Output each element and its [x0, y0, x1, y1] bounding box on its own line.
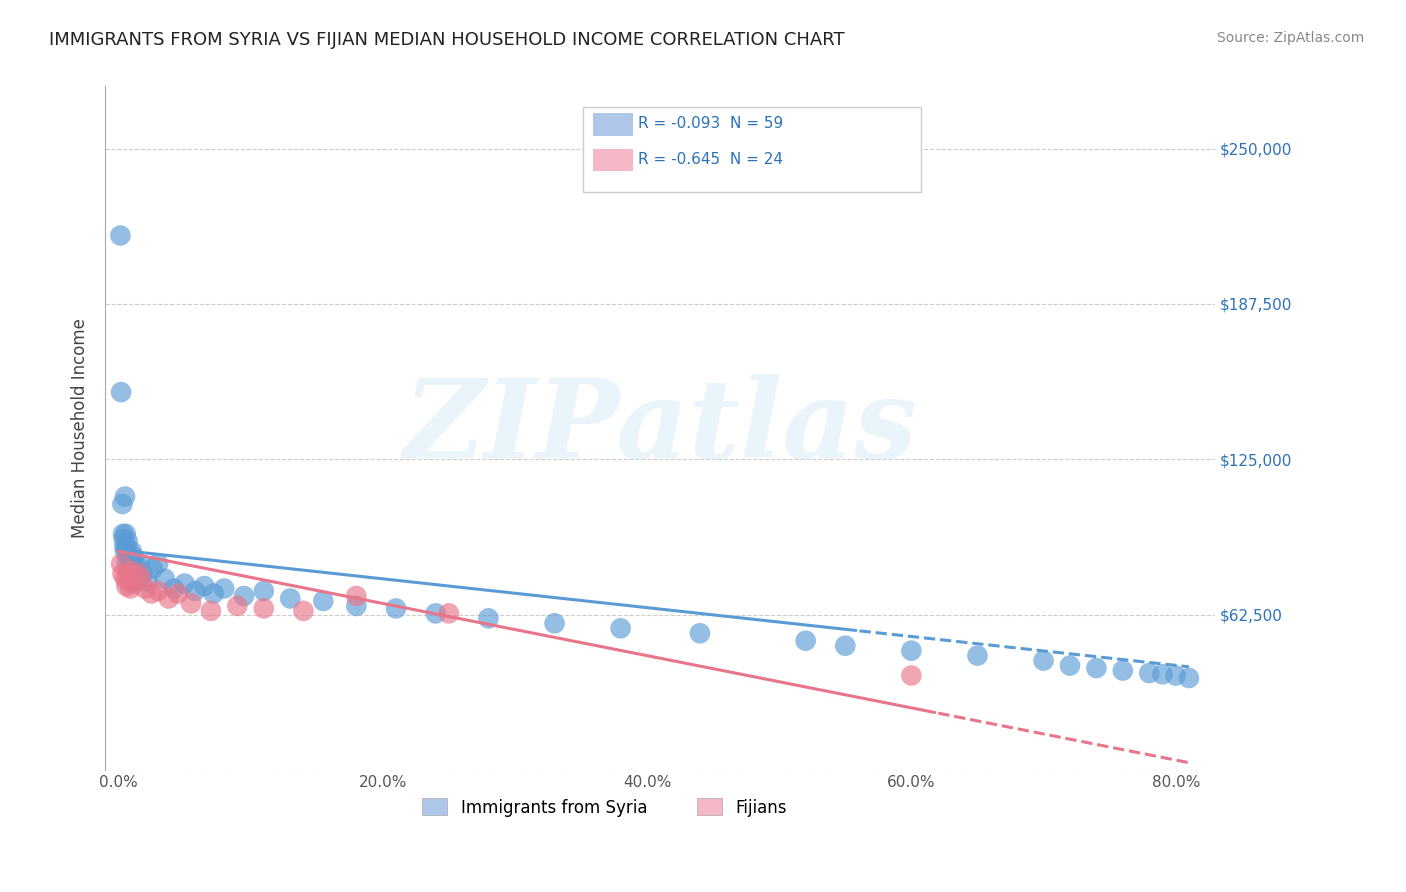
Point — [110, 228, 132, 243]
Point — [193, 579, 215, 593]
Point — [253, 601, 276, 615]
Point — [437, 607, 460, 621]
Point — [1032, 654, 1054, 668]
Text: IMMIGRANTS FROM SYRIA VS FIJIAN MEDIAN HOUSEHOLD INCOME CORRELATION CHART: IMMIGRANTS FROM SYRIA VS FIJIAN MEDIAN H… — [49, 31, 845, 49]
Point — [122, 549, 145, 564]
Point — [114, 490, 136, 504]
Point — [834, 639, 856, 653]
Point — [129, 572, 152, 586]
Point — [163, 582, 186, 596]
Point — [120, 554, 142, 568]
Point — [167, 586, 190, 600]
Point — [110, 385, 132, 400]
Point — [124, 574, 146, 588]
Point — [128, 557, 150, 571]
Point — [124, 576, 146, 591]
Point — [543, 616, 565, 631]
Point — [609, 621, 631, 635]
Point — [117, 566, 139, 581]
Point — [146, 557, 169, 571]
Point — [794, 633, 817, 648]
Point — [1164, 668, 1187, 682]
Point — [115, 554, 138, 568]
Point — [253, 584, 276, 599]
Point — [118, 574, 141, 588]
Point — [125, 559, 148, 574]
Point — [157, 591, 180, 606]
Point — [121, 544, 143, 558]
Point — [141, 586, 163, 600]
Point — [115, 539, 138, 553]
Point — [146, 584, 169, 599]
Point — [425, 607, 447, 621]
Point — [1152, 667, 1174, 681]
Point — [117, 564, 139, 578]
Point — [112, 532, 135, 546]
Text: ZIPatlas: ZIPatlas — [404, 375, 917, 482]
Point — [114, 572, 136, 586]
Point — [110, 557, 132, 571]
Point — [278, 591, 301, 606]
Point — [142, 561, 165, 575]
Point — [1112, 664, 1135, 678]
Point — [292, 604, 315, 618]
Point — [226, 599, 249, 613]
Legend: Immigrants from Syria, Fijians: Immigrants from Syria, Fijians — [416, 792, 794, 823]
Point — [184, 584, 207, 599]
Text: R = -0.645  N = 24: R = -0.645 N = 24 — [638, 153, 783, 167]
Point — [124, 557, 146, 571]
Point — [180, 597, 202, 611]
Point — [112, 539, 135, 553]
Point — [112, 526, 135, 541]
Point — [173, 576, 195, 591]
Point — [385, 601, 408, 615]
Point — [202, 586, 225, 600]
Y-axis label: Median Household Income: Median Household Income — [72, 318, 89, 538]
Point — [1137, 666, 1160, 681]
Point — [900, 643, 922, 657]
Point — [121, 564, 143, 578]
Point — [153, 572, 176, 586]
Point — [1178, 671, 1201, 685]
Point — [111, 497, 134, 511]
Point — [118, 569, 141, 583]
Point — [115, 579, 138, 593]
Text: R = -0.093  N = 59: R = -0.093 N = 59 — [638, 117, 783, 131]
Point — [114, 544, 136, 558]
Point — [344, 599, 367, 613]
Point — [117, 534, 139, 549]
Point — [1059, 658, 1081, 673]
Point — [900, 668, 922, 682]
Point — [233, 589, 256, 603]
Point — [111, 566, 134, 581]
Point — [966, 648, 988, 663]
Point — [122, 566, 145, 581]
Text: Source: ZipAtlas.com: Source: ZipAtlas.com — [1216, 31, 1364, 45]
Point — [114, 526, 136, 541]
Point — [312, 594, 335, 608]
Point — [120, 574, 142, 588]
Point — [477, 611, 499, 625]
Point — [1085, 661, 1108, 675]
Point — [120, 582, 142, 596]
Point — [131, 566, 153, 581]
Point — [118, 549, 141, 564]
Point — [127, 566, 149, 581]
Point — [212, 582, 235, 596]
Point — [121, 561, 143, 575]
Point — [344, 589, 367, 603]
Point — [200, 604, 222, 618]
Point — [689, 626, 711, 640]
Point — [134, 582, 156, 596]
Point — [136, 574, 159, 588]
